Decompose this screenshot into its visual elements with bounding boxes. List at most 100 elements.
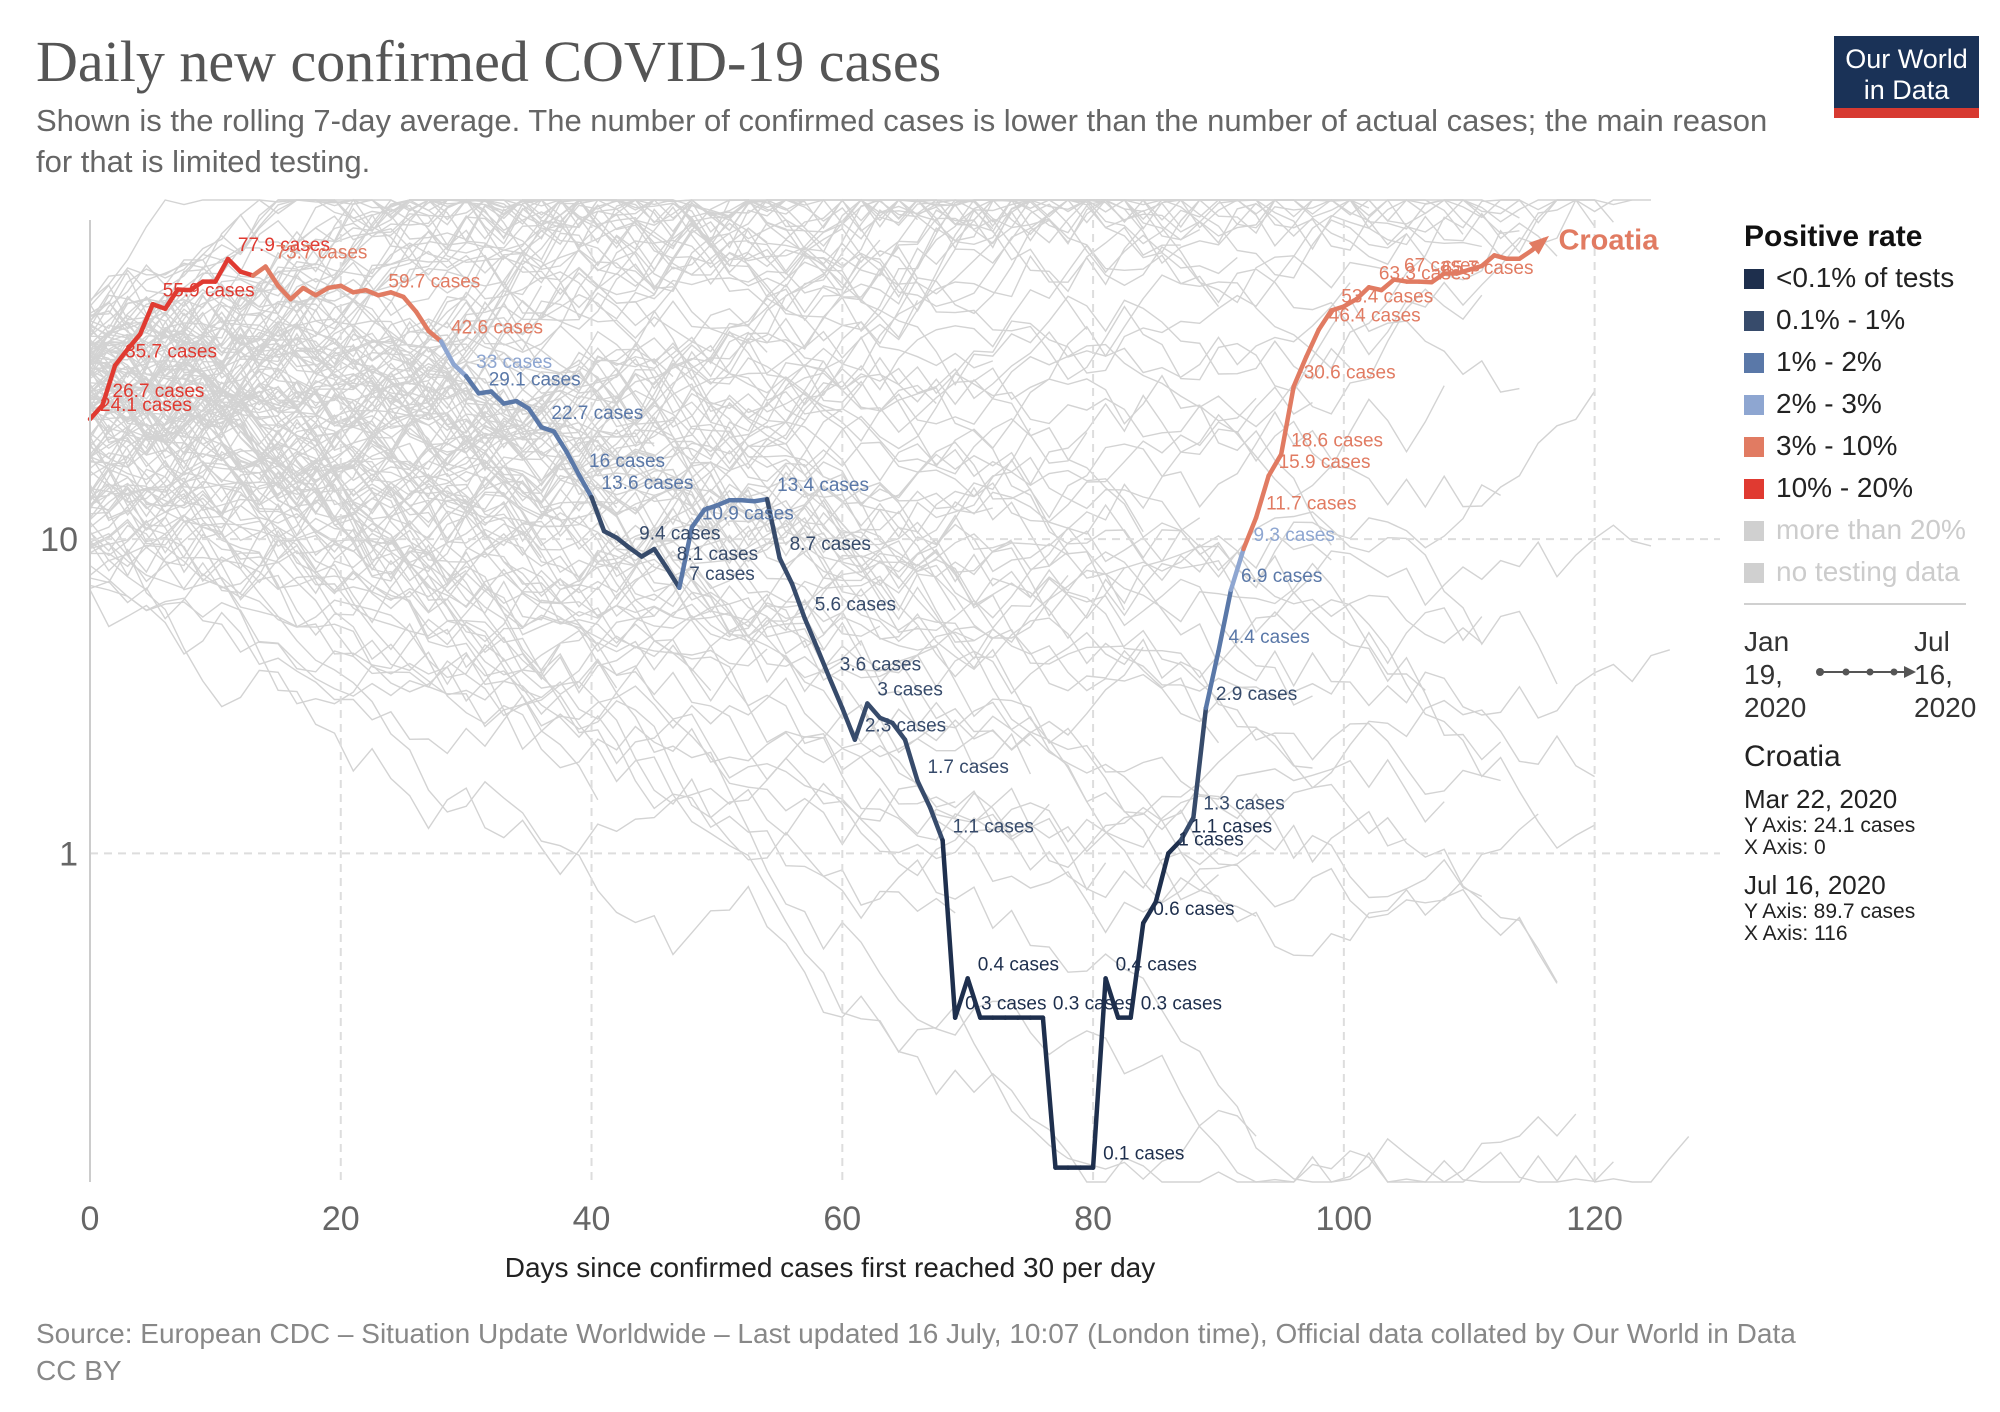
series-segment[interactable] bbox=[589, 494, 607, 534]
series-segment[interactable] bbox=[125, 331, 143, 352]
series-label-croatia[interactable]: Croatia bbox=[1558, 225, 1659, 257]
series-segment[interactable] bbox=[1479, 253, 1497, 269]
series-segment[interactable] bbox=[614, 535, 632, 550]
series-segment[interactable] bbox=[363, 287, 381, 298]
series-segment[interactable] bbox=[451, 362, 469, 379]
series-segment[interactable] bbox=[764, 496, 782, 561]
series-segment[interactable] bbox=[526, 406, 544, 430]
timeline-slider[interactable] bbox=[1812, 660, 1920, 684]
series-segment[interactable] bbox=[651, 546, 670, 571]
series-segment[interactable] bbox=[915, 778, 933, 810]
series-segment[interactable] bbox=[1128, 920, 1146, 1020]
series-segment[interactable] bbox=[927, 805, 945, 843]
series-segment[interactable] bbox=[112, 347, 130, 368]
series-segment[interactable] bbox=[1153, 851, 1171, 905]
series-segment[interactable] bbox=[1191, 705, 1209, 820]
series-segment[interactable] bbox=[426, 328, 444, 344]
series-segment[interactable] bbox=[664, 565, 682, 591]
series-segment[interactable] bbox=[100, 363, 118, 408]
series-segment[interactable] bbox=[488, 389, 507, 406]
series-segment[interactable] bbox=[1203, 648, 1221, 711]
series-segment[interactable] bbox=[1140, 899, 1159, 926]
series-segment[interactable] bbox=[865, 701, 883, 721]
series-segment[interactable] bbox=[940, 838, 958, 1020]
series-segment[interactable] bbox=[1341, 296, 1359, 309]
series-segment[interactable] bbox=[789, 581, 807, 621]
info-country-name: Croatia bbox=[1744, 740, 1841, 773]
series-segment[interactable] bbox=[275, 283, 293, 302]
series-segment[interactable] bbox=[576, 472, 594, 500]
series-segment[interactable] bbox=[1316, 308, 1334, 332]
series-segment[interactable] bbox=[313, 285, 331, 298]
legend-item[interactable]: 3% - 10% bbox=[1744, 430, 1897, 462]
series-segment[interactable] bbox=[965, 976, 983, 1020]
series-segment[interactable] bbox=[890, 720, 908, 742]
timeline-end[interactable]: Jul 16, 2020 bbox=[1914, 625, 1976, 724]
series-segment[interactable] bbox=[162, 287, 181, 311]
series-segment[interactable] bbox=[1103, 976, 1121, 1020]
series-segment[interactable] bbox=[677, 525, 695, 591]
series-segment[interactable] bbox=[1379, 277, 1397, 293]
series-segment[interactable] bbox=[777, 555, 795, 587]
series-segment[interactable] bbox=[1178, 815, 1196, 843]
series-segment[interactable] bbox=[902, 737, 920, 784]
series-segment[interactable] bbox=[438, 339, 456, 367]
series-segment[interactable] bbox=[840, 705, 858, 742]
series-segment[interactable] bbox=[601, 528, 619, 541]
legend-item[interactable]: 10% - 20% bbox=[1744, 472, 1913, 504]
series-segment[interactable] bbox=[1517, 248, 1535, 262]
series-segment[interactable] bbox=[463, 373, 481, 396]
series-segment[interactable] bbox=[689, 507, 707, 530]
owid-logo[interactable]: Our World in Data bbox=[1834, 36, 1979, 118]
series-segment[interactable] bbox=[877, 715, 895, 726]
series-segment[interactable] bbox=[814, 645, 833, 681]
legend-item[interactable]: 2% - 3% bbox=[1744, 388, 1882, 420]
timeline-start-handle[interactable] bbox=[1816, 668, 1824, 676]
series-segment[interactable] bbox=[288, 285, 306, 302]
series-segment[interactable] bbox=[263, 264, 281, 289]
series-segment[interactable] bbox=[1090, 976, 1108, 1170]
series-segment[interactable] bbox=[1429, 271, 1447, 285]
series-segment[interactable] bbox=[1303, 327, 1322, 360]
series-segment[interactable] bbox=[1291, 354, 1309, 389]
series-segment[interactable] bbox=[300, 285, 318, 298]
series-segment[interactable] bbox=[1266, 452, 1284, 479]
series-segment[interactable] bbox=[1241, 515, 1259, 552]
series-segment[interactable] bbox=[1216, 587, 1234, 654]
background-country-line bbox=[89, 203, 1388, 412]
series-segment[interactable] bbox=[852, 701, 870, 742]
series-segment[interactable] bbox=[714, 497, 732, 508]
series-segment[interactable] bbox=[225, 256, 243, 274]
series-segment[interactable] bbox=[137, 302, 155, 337]
timeline-end-handle[interactable] bbox=[1904, 666, 1916, 678]
series-segment[interactable] bbox=[188, 279, 206, 293]
series-segment[interactable] bbox=[87, 402, 105, 422]
legend-item[interactable]: 1% - 2% bbox=[1744, 346, 1882, 378]
series-segment[interactable] bbox=[1278, 384, 1296, 457]
background-country-line bbox=[89, 324, 467, 408]
series-segment[interactable] bbox=[514, 398, 532, 411]
series-segment[interactable] bbox=[1228, 546, 1246, 593]
series-segment[interactable] bbox=[213, 256, 231, 284]
series-segment[interactable] bbox=[1166, 838, 1184, 856]
series-segment[interactable] bbox=[802, 616, 820, 651]
background-country-line bbox=[89, 329, 1313, 769]
legend-item[interactable]: more than 20% bbox=[1744, 514, 1966, 546]
series-segment[interactable] bbox=[564, 449, 582, 478]
series-segment[interactable] bbox=[338, 283, 356, 295]
series-segment[interactable] bbox=[639, 546, 657, 559]
legend-item[interactable]: <0.1% of tests bbox=[1744, 262, 1954, 294]
legend-item[interactable]: 0.1% - 1% bbox=[1744, 304, 1905, 336]
series-segment[interactable] bbox=[401, 294, 419, 314]
series-segment[interactable] bbox=[250, 264, 268, 278]
series-segment[interactable] bbox=[551, 429, 569, 454]
legend-item[interactable]: no testing data bbox=[1744, 556, 1960, 588]
timeline-start[interactable]: Jan 19, 2020 bbox=[1744, 625, 1806, 724]
series-segment[interactable] bbox=[1253, 473, 1271, 520]
series-segment[interactable] bbox=[626, 545, 644, 559]
series-segment[interactable] bbox=[413, 309, 431, 334]
series-segment[interactable] bbox=[827, 676, 845, 711]
series-segment[interactable] bbox=[1040, 1015, 1058, 1170]
series-segment[interactable] bbox=[952, 976, 970, 1020]
series-segment[interactable] bbox=[1354, 285, 1372, 302]
